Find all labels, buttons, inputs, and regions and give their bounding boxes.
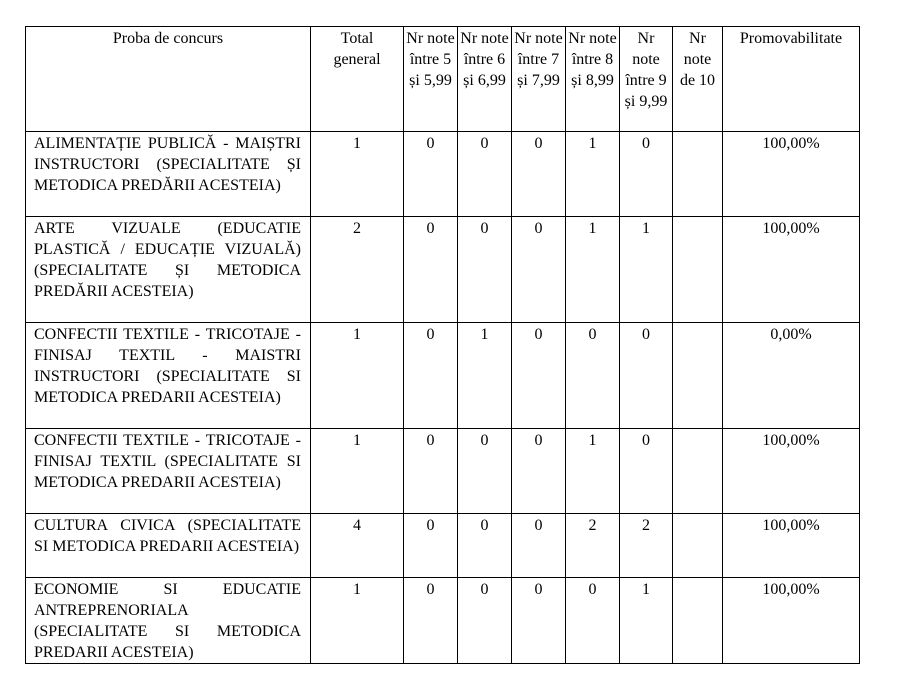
- row-proba: CULTURA CIVICA (SPECIALITATE SI METODICA…: [25, 513, 311, 578]
- row-n7: 0: [511, 577, 566, 664]
- row-proba: CONFECTII TEXTILE - TRICOTAJE - FINISAJ …: [25, 428, 311, 514]
- header-proba: Proba de concurs: [25, 26, 311, 132]
- row-total: 4: [310, 513, 404, 578]
- row-n7: 0: [511, 428, 566, 514]
- row-n8: 0: [565, 322, 620, 429]
- row-proba: ALIMENTAȚIE PUBLICĂ - MAIȘTRI INSTRUCTOR…: [25, 131, 311, 217]
- row-total: 1: [310, 131, 404, 217]
- results-table: Proba de concurs Total general Nr note î…: [25, 26, 860, 664]
- row-proba: CONFECTII TEXTILE - TRICOTAJE - FINISAJ …: [25, 322, 311, 429]
- row-n9: 0: [619, 322, 673, 429]
- row-prom: 0,00%: [722, 322, 860, 429]
- header-total: Total general: [310, 26, 404, 132]
- header-row: Proba de concurs Total general Nr note î…: [25, 26, 860, 132]
- row-n10: [672, 216, 723, 323]
- row-proba: ECONOMIE SI EDUCATIE ANTREPRENORIALA (SP…: [25, 577, 311, 664]
- row-total: 2: [310, 216, 404, 323]
- row-n6: 0: [457, 428, 512, 514]
- row-n5: 0: [403, 216, 458, 323]
- header-8-9: Nr note între 8 și 8,99: [565, 26, 620, 132]
- row-n7: 0: [511, 513, 566, 578]
- row-n9: 1: [619, 577, 673, 664]
- header-10: Nr note de 10: [672, 26, 723, 132]
- row-total: 1: [310, 428, 404, 514]
- row-prom: 100,00%: [722, 216, 860, 323]
- row-n10: [672, 513, 723, 578]
- row-n8: 1: [565, 216, 620, 323]
- row-n8: 2: [565, 513, 620, 578]
- table-row: CONFECTII TEXTILE - TRICOTAJE - FINISAJ …: [25, 322, 860, 429]
- row-n10: [672, 131, 723, 217]
- row-n6: 0: [457, 131, 512, 217]
- table-row: ALIMENTAȚIE PUBLICĂ - MAIȘTRI INSTRUCTOR…: [25, 131, 860, 217]
- row-n6: 0: [457, 216, 512, 323]
- row-n6: 1: [457, 322, 512, 429]
- row-n5: 0: [403, 428, 458, 514]
- row-prom: 100,00%: [722, 577, 860, 664]
- row-n8: 1: [565, 131, 620, 217]
- row-n7: 0: [511, 216, 566, 323]
- row-prom: 100,00%: [722, 513, 860, 578]
- row-n10: [672, 577, 723, 664]
- row-n7: 0: [511, 322, 566, 429]
- row-proba: ARTE VIZUALE (EDUCATIE PLASTICĂ / EDUCAȚ…: [25, 216, 311, 323]
- row-n10: [672, 322, 723, 429]
- table-row: CULTURA CIVICA (SPECIALITATE SI METODICA…: [25, 513, 860, 578]
- row-total: 1: [310, 322, 404, 429]
- header-promovabilitate: Promovabilitate: [722, 26, 860, 132]
- row-n8: 0: [565, 577, 620, 664]
- table-row: ARTE VIZUALE (EDUCATIE PLASTICĂ / EDUCAȚ…: [25, 216, 860, 323]
- row-total: 1: [310, 577, 404, 664]
- row-prom: 100,00%: [722, 131, 860, 217]
- row-n9: 2: [619, 513, 673, 578]
- row-prom: 100,00%: [722, 428, 860, 514]
- row-n9: 0: [619, 428, 673, 514]
- row-n5: 0: [403, 322, 458, 429]
- row-n5: 0: [403, 131, 458, 217]
- header-7-8: Nr note între 7 și 7,99: [511, 26, 566, 132]
- row-n5: 0: [403, 577, 458, 664]
- row-n7: 0: [511, 131, 566, 217]
- header-9-10: Nr note între 9 și 9,99: [619, 26, 673, 132]
- row-n8: 1: [565, 428, 620, 514]
- table-row: CONFECTII TEXTILE - TRICOTAJE - FINISAJ …: [25, 428, 860, 514]
- table-row: ECONOMIE SI EDUCATIE ANTREPRENORIALA (SP…: [25, 577, 860, 664]
- row-n5: 0: [403, 513, 458, 578]
- header-5-6: Nr note între 5 și 5,99: [403, 26, 458, 132]
- row-n10: [672, 428, 723, 514]
- row-n6: 0: [457, 577, 512, 664]
- header-6-7: Nr note între 6 și 6,99: [457, 26, 512, 132]
- row-n9: 1: [619, 216, 673, 323]
- row-n9: 0: [619, 131, 673, 217]
- row-n6: 0: [457, 513, 512, 578]
